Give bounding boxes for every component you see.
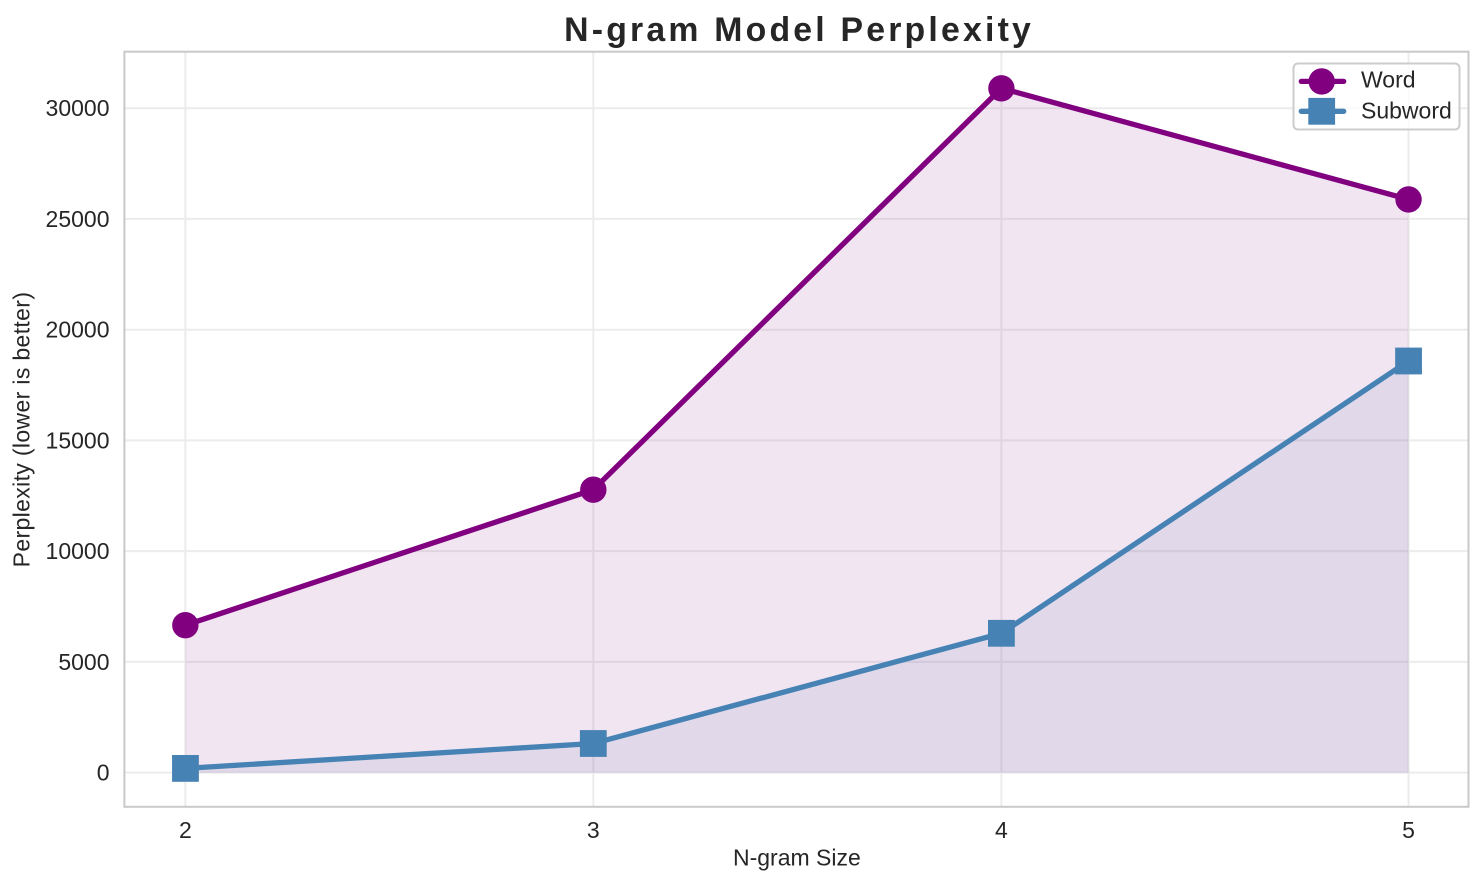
svg-text:10000: 10000 bbox=[46, 538, 110, 564]
svg-text:2: 2 bbox=[179, 817, 192, 843]
svg-text:5: 5 bbox=[1402, 817, 1415, 843]
svg-text:Perplexity (lower is better): Perplexity (lower is better) bbox=[9, 292, 35, 568]
svg-text:15000: 15000 bbox=[46, 427, 110, 453]
svg-text:5000: 5000 bbox=[58, 649, 109, 675]
svg-text:Subword: Subword bbox=[1361, 98, 1452, 124]
svg-text:4: 4 bbox=[995, 817, 1008, 843]
svg-text:30000: 30000 bbox=[46, 95, 110, 121]
svg-text:N-gram Model Perplexity: N-gram Model Perplexity bbox=[564, 11, 1034, 49]
svg-text:N-gram Size: N-gram Size bbox=[733, 845, 861, 871]
svg-text:3: 3 bbox=[587, 817, 600, 843]
svg-text:0: 0 bbox=[97, 760, 110, 786]
svg-text:25000: 25000 bbox=[46, 206, 110, 232]
svg-text:20000: 20000 bbox=[46, 317, 110, 343]
svg-text:Word: Word bbox=[1361, 67, 1416, 93]
